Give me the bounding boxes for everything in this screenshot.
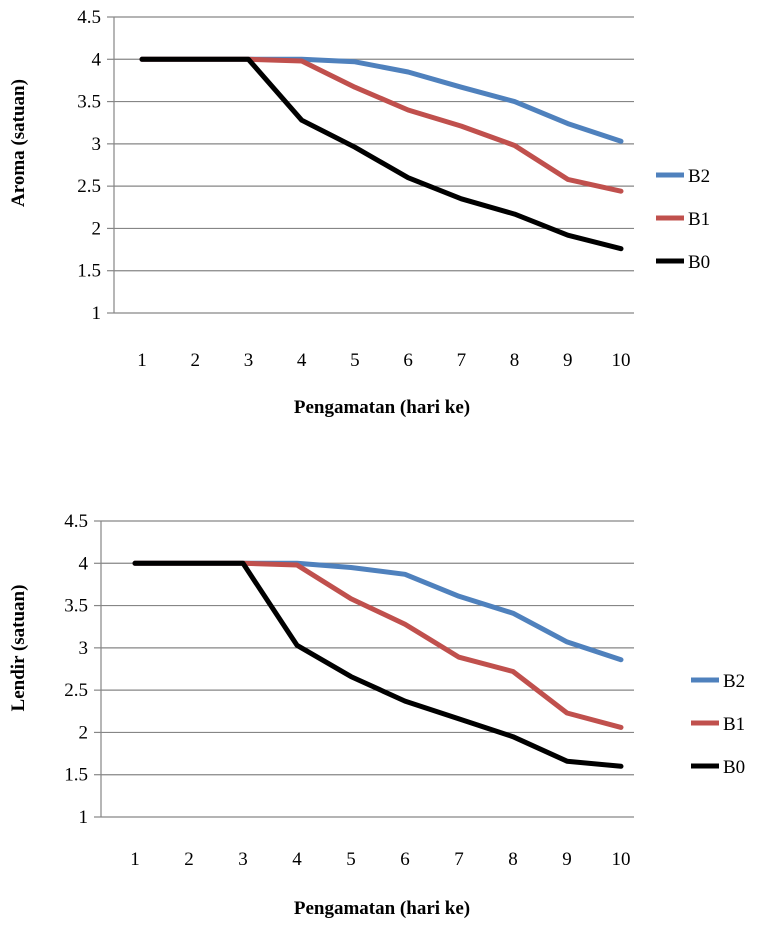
y-tick-label: 2 (79, 722, 89, 743)
y-axis-title: Lendir (satuan) (8, 585, 29, 712)
chart-aroma: 1 1.5 2 2.5 3 3.5 4 4.5 1 2 3 4 5 6 7 8 9 10 Pengamatan … (0, 0, 778, 450)
y-tick-label: 2.5 (77, 176, 101, 197)
x-tick-label: 1 (130, 849, 140, 870)
x-tick-label: 2 (184, 849, 194, 870)
x-tick-label: 8 (510, 350, 520, 371)
y-tick-label: 4.5 (64, 511, 88, 532)
x-tick-label: 9 (563, 350, 573, 371)
y-tick-label: 2.5 (64, 680, 88, 701)
x-tick-label: 7 (454, 849, 464, 870)
y-tick-label: 3.5 (64, 596, 88, 617)
x-tick-label: 10 (612, 350, 631, 371)
y-tick-label: 1.5 (64, 765, 88, 786)
y-tick-label: 4.5 (77, 7, 101, 28)
chart-lendir-svg: 1 1.5 2 2.5 3 3.5 4 4.5 1 2 3 4 5 6 7 8 9 10 Pengamatan … (8, 511, 745, 919)
x-axis-title: Pengamatan (hari ke) (294, 397, 470, 418)
x-tick-label: 9 (562, 849, 572, 870)
x-tick-label: 3 (238, 849, 248, 870)
x-tick-label: 6 (403, 350, 413, 371)
y-tick-label: 1 (92, 303, 102, 324)
legend-label-b2: B2 (723, 671, 745, 692)
series-line-b0 (139, 56, 624, 252)
y-tick-label: 1.5 (77, 261, 101, 282)
x-tick-label: 8 (508, 849, 518, 870)
x-axis-title: Pengamatan (hari ke) (294, 898, 470, 919)
legend-label-b0: B0 (723, 757, 745, 778)
chart-lendir: 1 1.5 2 2.5 3 3.5 4 4.5 1 2 3 4 5 6 7 8 9 10 Pengamatan … (0, 500, 778, 925)
x-tick-label: 3 (244, 350, 254, 371)
y-tick-label: 3 (92, 134, 102, 155)
y-tick-label: 4 (92, 49, 102, 70)
series-line-b1 (139, 56, 624, 194)
x-tick-label: 5 (346, 849, 356, 870)
legend-label-b1: B1 (723, 714, 745, 735)
y-tick-label: 3.5 (77, 92, 101, 113)
x-tick-label: 10 (612, 849, 631, 870)
y-tick-label: 4 (79, 553, 89, 574)
x-tick-label: 4 (297, 350, 307, 371)
legend-label-b0: B0 (688, 252, 710, 273)
y-tick-label: 2 (92, 218, 102, 239)
x-tick-label: 6 (400, 849, 410, 870)
y-tick-label: 1 (79, 807, 89, 828)
legend-label-b2: B2 (688, 166, 710, 187)
x-tick-label: 1 (137, 350, 147, 371)
x-tick-label: 7 (457, 350, 467, 371)
series-line-b1 (132, 560, 624, 730)
x-tick-label: 4 (292, 849, 302, 870)
legend-label-b1: B1 (688, 209, 710, 230)
y-tick-label: 3 (79, 638, 89, 659)
y-axis-title: Aroma (satuan) (8, 79, 29, 207)
chart-aroma-svg: 1 1.5 2 2.5 3 3.5 4 4.5 1 2 3 4 5 6 7 8 9 10 Pengamatan … (8, 7, 710, 418)
x-tick-label: 2 (190, 350, 200, 371)
x-tick-label: 5 (350, 350, 360, 371)
series-line-b0 (132, 560, 624, 769)
